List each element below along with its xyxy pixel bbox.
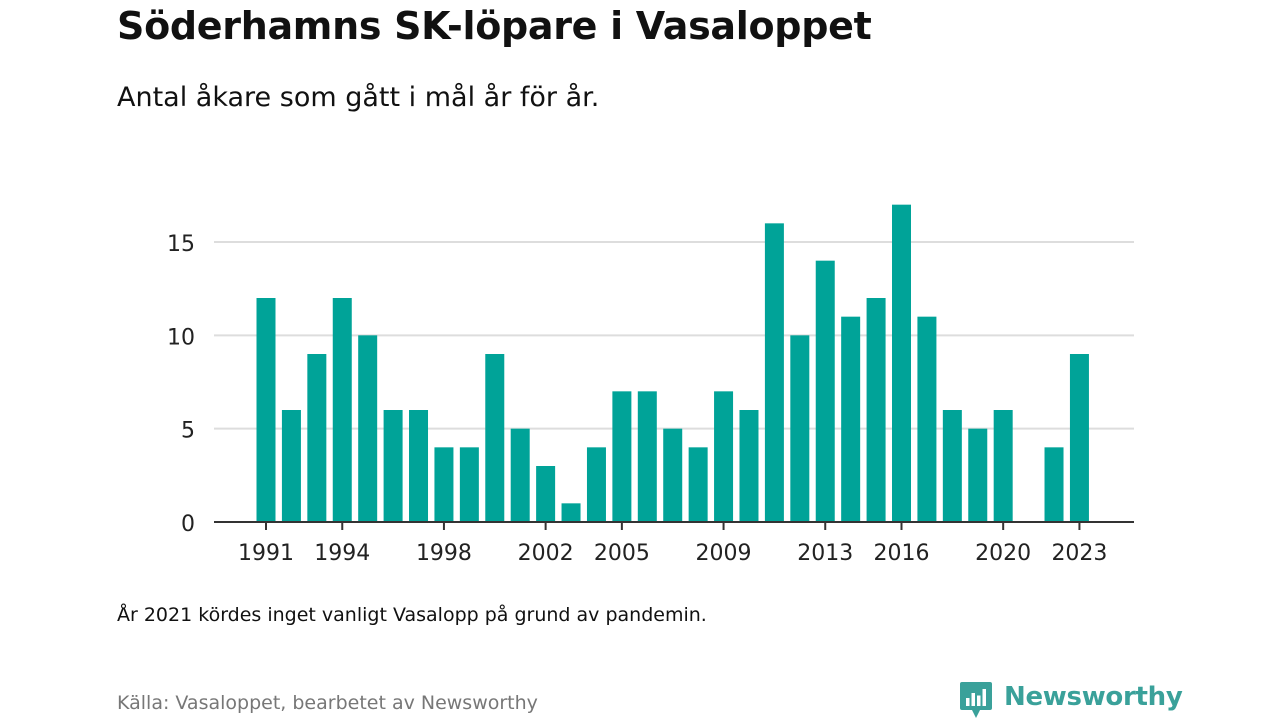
chart-note: År 2021 kördes inget vanligt Vasalopp på… — [117, 604, 707, 626]
x-tick-label: 2016 — [874, 541, 930, 566]
bar-2012 — [790, 335, 810, 522]
bar-2002 — [536, 466, 556, 522]
bar-1996 — [383, 410, 403, 522]
bar-2011 — [764, 223, 784, 523]
bar-2004 — [586, 447, 606, 522]
bar-1997 — [409, 410, 429, 522]
bar-1995 — [358, 335, 378, 522]
x-tick-label: 2002 — [518, 541, 574, 566]
bar-2022 — [1044, 447, 1064, 522]
bar-2000 — [485, 354, 505, 522]
bar-2010 — [739, 410, 759, 522]
bars — [256, 204, 1089, 523]
x-tick-label: 2020 — [975, 541, 1031, 566]
bar-2014 — [841, 316, 861, 522]
bar-2008 — [688, 447, 708, 522]
bar-2019 — [968, 428, 988, 522]
source-text: Källa: Vasaloppet, bearbetet av Newswort… — [117, 692, 538, 714]
bar-2006 — [637, 391, 657, 522]
bar-1992 — [281, 410, 301, 522]
bar-2003 — [561, 503, 581, 522]
y-axis-ticks: 0 5 10 15 — [167, 232, 195, 537]
bar-2007 — [663, 428, 683, 522]
bar-chart: 0 5 10 15 1991 1994 1998 2002 2005 2009 2013 2016 2… — [167, 204, 1134, 566]
gridlines — [214, 241, 1134, 430]
chart-title: Söderhamns SK-löpare i Vasaloppet — [117, 4, 872, 48]
y-tick-label: 5 — [181, 419, 195, 444]
bar-1998 — [434, 447, 454, 522]
bar-2009 — [714, 391, 734, 522]
bar-2018 — [942, 410, 962, 522]
y-tick-label: 15 — [167, 232, 195, 257]
x-tick-label: 1994 — [314, 541, 370, 566]
bar-2016 — [892, 204, 911, 522]
bar-2020 — [993, 410, 1013, 522]
bar-2015 — [866, 298, 886, 522]
x-tick-label: 2023 — [1051, 541, 1107, 566]
bar-1993 — [307, 354, 327, 522]
bar-2005 — [612, 391, 632, 522]
bar-2013 — [815, 260, 835, 522]
bar-2023 — [1069, 354, 1089, 522]
x-tick-label: 1991 — [238, 541, 294, 566]
bar-1994 — [332, 298, 352, 522]
bar-1999 — [459, 447, 479, 522]
y-tick-label: 0 — [181, 512, 195, 537]
x-tick-label: 2013 — [797, 541, 853, 566]
chart-subtitle: Antal åkare som gått i mål år för år. — [117, 82, 600, 113]
newsworthy-logo: Newsworthy — [958, 680, 1183, 720]
bar-1991 — [256, 298, 276, 522]
bar-2017 — [917, 316, 937, 522]
x-tick-label: 2009 — [696, 541, 752, 566]
y-tick-label: 10 — [167, 325, 195, 350]
bar-2001 — [510, 428, 530, 522]
newsworthy-logo-icon — [960, 682, 992, 718]
x-tick-label: 2005 — [594, 541, 650, 566]
x-axis-ticks: 1991 1994 1998 2002 2005 2009 2013 2016 2020 2023 — [238, 522, 1107, 566]
newsworthy-logo-text: Newsworthy — [1004, 682, 1183, 712]
x-tick-label: 1998 — [416, 541, 472, 566]
